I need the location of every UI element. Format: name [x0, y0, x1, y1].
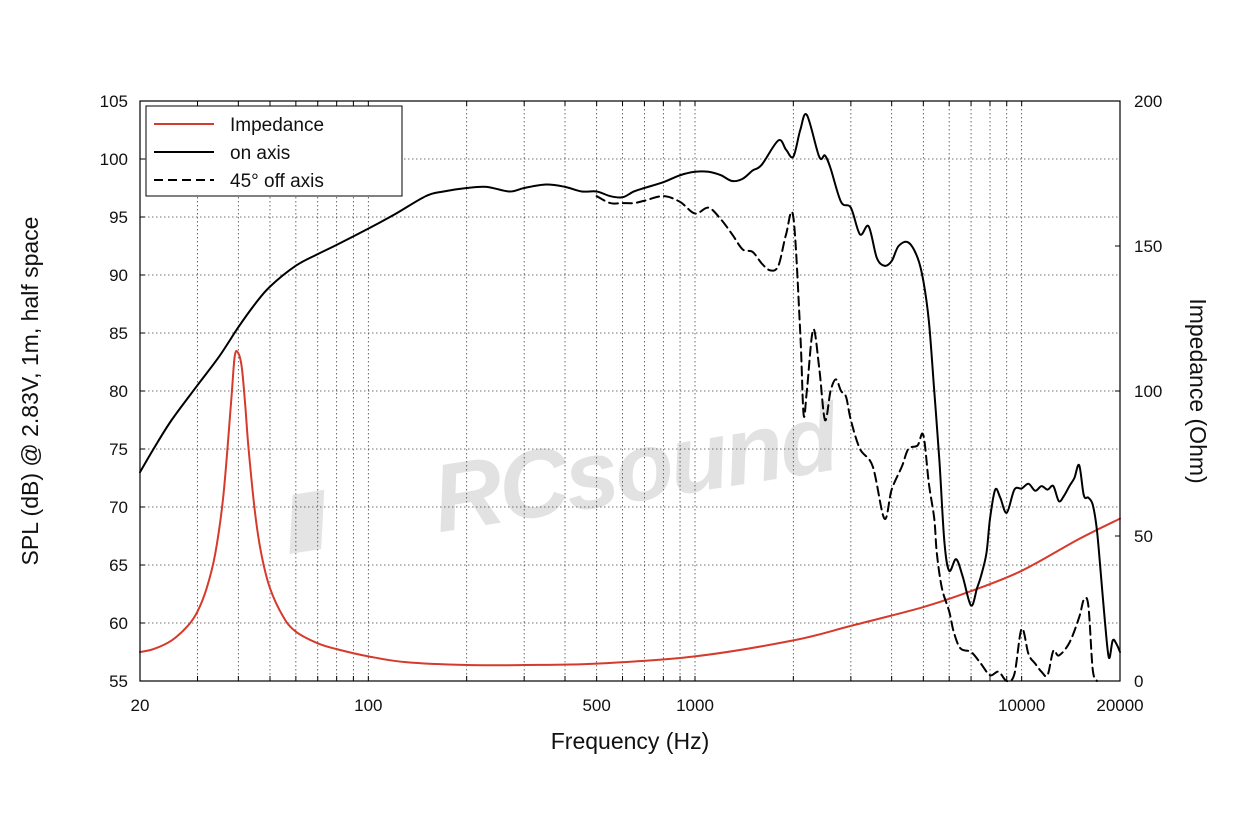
off-axis-line — [595, 195, 1098, 683]
x-tick-label: 20000 — [1096, 696, 1143, 715]
legend: Impedance on axis 45° off axis — [145, 105, 403, 197]
watermark-logo: RCsound — [289, 383, 848, 554]
y-tick-label: 55 — [109, 672, 128, 691]
y2-tick-label: 50 — [1134, 527, 1153, 546]
legend-label-off-axis: 45° off axis — [230, 171, 324, 192]
y-tick-label: 75 — [109, 440, 128, 459]
impedance-line — [139, 349, 1121, 667]
y-tick-label: 105 — [100, 92, 128, 111]
x-tick-label: 1000 — [676, 696, 714, 715]
y-tick-label: 65 — [109, 556, 128, 575]
y-tick-label: 90 — [109, 266, 128, 285]
x-tick-label: 100 — [354, 696, 382, 715]
y-tick-label: 100 — [100, 150, 128, 169]
grid — [140, 101, 1120, 681]
y2-tick-label: 100 — [1134, 382, 1162, 401]
x-tick-labels: 20 100 500 1000 10000 20000 — [131, 696, 1144, 715]
y2-tick-label: 150 — [1134, 237, 1162, 256]
y-tick-label: 95 — [109, 208, 128, 227]
x-tick-label: 500 — [582, 696, 610, 715]
y2-axis-label: Impedance (Ohm) — [1185, 298, 1211, 483]
watermark-text: RCsound — [425, 383, 848, 553]
y-tick-label: 85 — [109, 324, 128, 343]
y-tick-label: 60 — [109, 614, 128, 633]
y2-tick-label: 200 — [1134, 92, 1162, 111]
series-layer — [139, 113, 1121, 683]
y-axis-label: SPL (dB) @ 2.83V, 1m, half space — [17, 217, 43, 566]
legend-label-impedance: Impedance — [230, 115, 324, 136]
on-axis-line — [139, 113, 1121, 659]
y2-tick-label: 0 — [1134, 672, 1143, 691]
y-tick-label: 80 — [109, 382, 128, 401]
x-axis-label: Frequency (Hz) — [551, 728, 709, 754]
y2-tick-labels: 0 50 100 150 200 — [1134, 92, 1162, 691]
x-tick-label: 10000 — [998, 696, 1045, 715]
x-tick-label: 20 — [131, 696, 150, 715]
y-tick-label: 70 — [109, 498, 128, 517]
y-tick-labels: 55 60 65 70 75 80 85 90 95 100 105 — [100, 92, 128, 691]
ticks — [140, 100, 1120, 682]
legend-label-on-axis: on axis — [230, 143, 290, 164]
